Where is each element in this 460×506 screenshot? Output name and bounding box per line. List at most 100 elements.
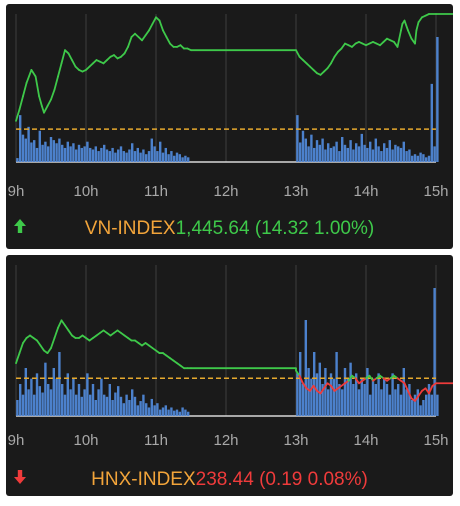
price-segment [396,29,402,48]
volume-bar [147,151,151,162]
volume-bar [125,394,128,416]
volume-bar [161,152,165,162]
price-segment [414,29,418,45]
volume-bar [416,389,419,416]
arrow-down-icon [14,470,26,484]
volume-bar [399,147,403,162]
price-segment [158,19,164,32]
volume-bar [371,149,375,162]
volume-bar [142,149,145,162]
volume-bar [327,389,330,416]
volume-bar [89,394,92,416]
volume-bar [35,373,39,416]
volume-bar [30,142,33,162]
volume-bar [343,144,347,162]
vn-index-chart-panel: 9h 10h 11h 12h 13h 14h 15h VN-INDEX 1,445.64 (1… [6,4,453,249]
volume-bar [187,157,190,162]
price-segment [123,45,129,55]
x-tick-label: 10h [73,183,98,200]
volume-bar [402,141,405,162]
volume-bar [173,155,176,162]
volume-bar [150,398,153,416]
volume-bar [21,134,25,162]
volume-bar [355,143,358,162]
volume-bar [83,389,86,416]
x-tick-label: 11h [144,183,168,200]
volume-bar [128,149,131,162]
volume-bar [63,394,67,416]
volume-bar [131,143,134,162]
price-segment [340,42,346,50]
volume-bar [304,320,307,416]
price-segment [57,62,63,78]
volume-bar [363,144,366,162]
volume-bar [128,400,131,416]
volume-bar [156,403,159,416]
volume-bar [145,403,148,416]
volume-bar [181,157,184,162]
price-segment [326,62,332,70]
volume-bar [436,394,439,416]
volume-bar [159,141,162,162]
volume-bar [391,149,394,162]
volume-bar [405,389,408,416]
price-segment [403,19,409,32]
volume-bar [408,149,411,162]
volume-bar [170,407,173,416]
volume-bar [411,155,414,162]
volume-bar [349,140,352,162]
price-segment [368,374,374,382]
volume-bar [301,384,305,416]
price-segment [53,75,59,91]
volume-bar [332,378,335,416]
volume-bar [83,146,86,162]
volume-bar [153,146,156,162]
volume-bar [433,146,436,162]
price-segment [22,337,28,344]
volume-bar [164,147,167,162]
volume-bar [433,288,436,416]
volume-bar [21,394,25,416]
volume-bar [416,155,419,162]
volume-bar [47,384,50,416]
volume-bar [108,151,111,162]
volume-bar [430,83,433,162]
volume-bar [360,133,363,162]
volume-bar [142,394,145,416]
volume-bar [49,137,53,162]
volume-bar [413,154,417,162]
volume-bar [321,384,324,416]
volume-bar [422,154,425,162]
hnx-index-name: HNX-INDEX [91,469,196,490]
volume-bar [369,141,372,162]
volume-bar [377,373,380,416]
volume-bar [184,409,187,416]
volume-bar [105,396,109,416]
volume-bar [357,389,361,416]
x-tick-label: 15h [423,183,448,200]
price-segment [18,342,24,354]
vn-index-chart: 9h 10h 11h 12h 13h 14h 15h [8,13,453,200]
price-segment [407,389,413,400]
volume-bar [399,394,403,416]
volume-bar [16,400,19,416]
volume-bar [419,152,422,162]
volume-bar [117,149,120,162]
volume-bar [394,144,397,162]
price-segment [141,34,147,42]
volume-bar [181,407,184,416]
volume-bar [338,384,341,416]
volume-bar [318,144,321,162]
volume-bar [357,146,361,162]
volume-bar [388,394,391,416]
volume-bar [366,368,369,416]
volume-bar [94,146,97,162]
volume-bar [307,368,310,416]
volume-bar [133,151,137,162]
volume-bar [139,152,142,162]
volume-bar [55,143,58,162]
volume-bar [19,115,22,162]
price-segment [417,16,423,24]
volume-bar [16,158,19,162]
volume-bar [383,378,386,416]
